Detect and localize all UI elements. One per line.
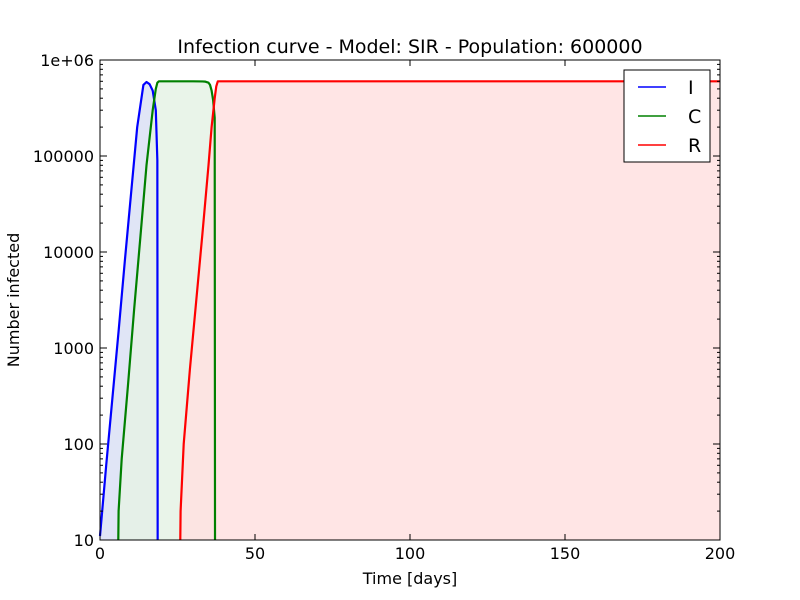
- y-axis-title: Number infected: [4, 233, 23, 368]
- series-line-i: [98, 80, 159, 541]
- y-tick-label: 100: [63, 435, 94, 454]
- legend-label-r: R: [688, 135, 701, 157]
- series-line-r: [179, 80, 720, 541]
- legend-label-c: C: [688, 106, 701, 128]
- x-tick-label: 100: [395, 544, 426, 563]
- y-tick-label: 10: [74, 531, 94, 550]
- series-fills: [100, 81, 721, 541]
- x-tick-label: 200: [705, 544, 736, 563]
- x-tick-label: 0: [95, 544, 105, 563]
- x-tick-label: 150: [550, 544, 581, 563]
- y-tick-label: 1e+06: [40, 51, 94, 70]
- series-lines: [98, 80, 720, 541]
- y-tick-label: 10000: [43, 243, 94, 262]
- y-tick-label: 100000: [33, 147, 94, 166]
- legend-label-i: I: [688, 77, 694, 99]
- chart-title: Infection curve - Model: SIR - Populatio…: [177, 36, 642, 58]
- legend: ICR: [623, 69, 711, 163]
- x-tick-label: 50: [245, 544, 265, 563]
- x-axis-title: Time [days]: [362, 569, 458, 588]
- x-axis: 0 50 100 150 200: [95, 60, 735, 563]
- series-fill-r: [180, 81, 721, 541]
- y-axis: 10 100 1000 10000 100000 1e+06: [33, 51, 720, 550]
- series-line-c: [117, 80, 217, 541]
- y-tick-label: 1000: [53, 339, 94, 358]
